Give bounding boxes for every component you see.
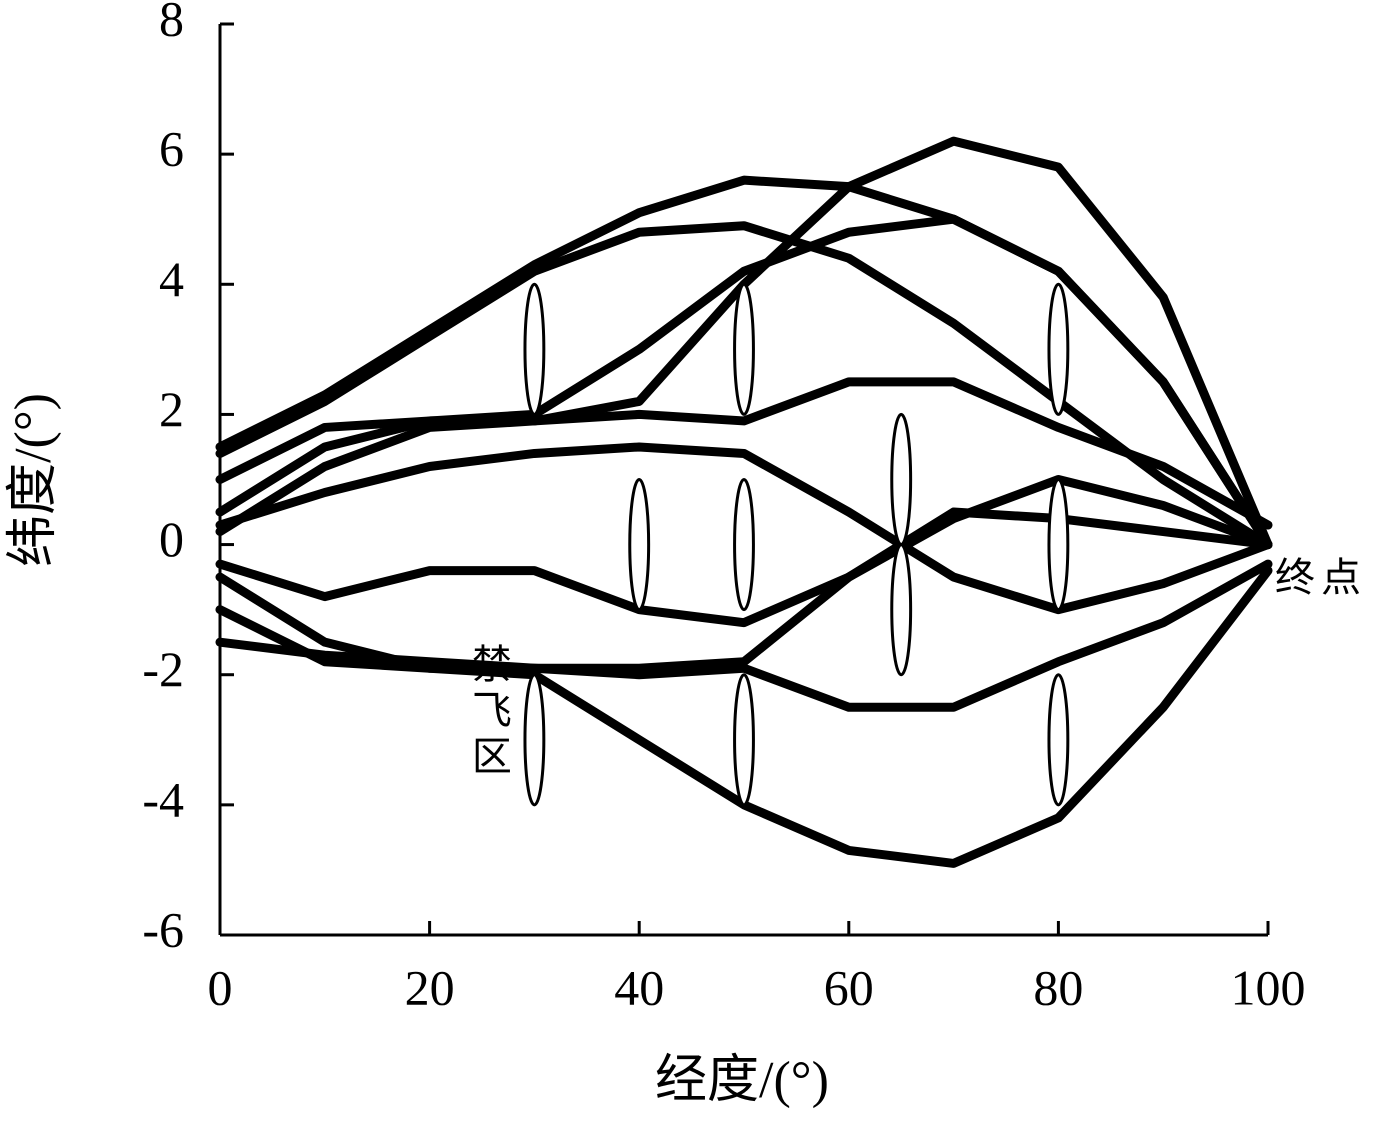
- trajectory: [215, 442, 1273, 615]
- trajectory: [215, 559, 1273, 712]
- no-fly-zone: [1047, 478, 1070, 612]
- y-tick-label: 6: [159, 121, 184, 177]
- no-fly-zone: [523, 673, 546, 807]
- trajectory: [215, 475, 1273, 628]
- annotation: 禁飞区: [466, 643, 511, 781]
- x-tick-label: 60: [824, 959, 874, 1015]
- trajectory: [215, 221, 1273, 550]
- no-fly-zone: [523, 282, 546, 416]
- no-fly-zone: [733, 673, 755, 807]
- y-tick-label: 8: [159, 0, 184, 46]
- trajectory: [215, 377, 1273, 530]
- trajectory: [215, 214, 1273, 550]
- x-tick-label: 0: [208, 959, 233, 1015]
- y-tick-label: 2: [159, 381, 184, 437]
- no-fly-zone: [890, 543, 913, 677]
- y-tick-label: -2: [142, 641, 184, 697]
- no-fly-zone: [733, 282, 755, 416]
- no-fly-zone: [1047, 282, 1070, 416]
- x-tick-label: 20: [405, 959, 455, 1015]
- y-tick-label: 4: [159, 251, 184, 307]
- y-tick-label: -6: [142, 901, 184, 957]
- no-fly-zone: [628, 478, 651, 612]
- trajectory: [215, 507, 1273, 673]
- y-tick-label: -4: [142, 771, 184, 827]
- annotation: 终点: [1275, 555, 1367, 600]
- x-axis-label: 经度/(°): [655, 1052, 829, 1109]
- x-tick-label: 80: [1033, 959, 1083, 1015]
- no-fly-zone: [1047, 673, 1070, 807]
- y-axis-label: 纬度/(°): [5, 393, 62, 567]
- no-fly-zone: [733, 478, 755, 612]
- x-tick-label: 100: [1231, 959, 1306, 1015]
- no-fly-zone: [890, 412, 913, 547]
- x-tick-label: 40: [614, 959, 664, 1015]
- y-tick-label: 0: [159, 511, 184, 567]
